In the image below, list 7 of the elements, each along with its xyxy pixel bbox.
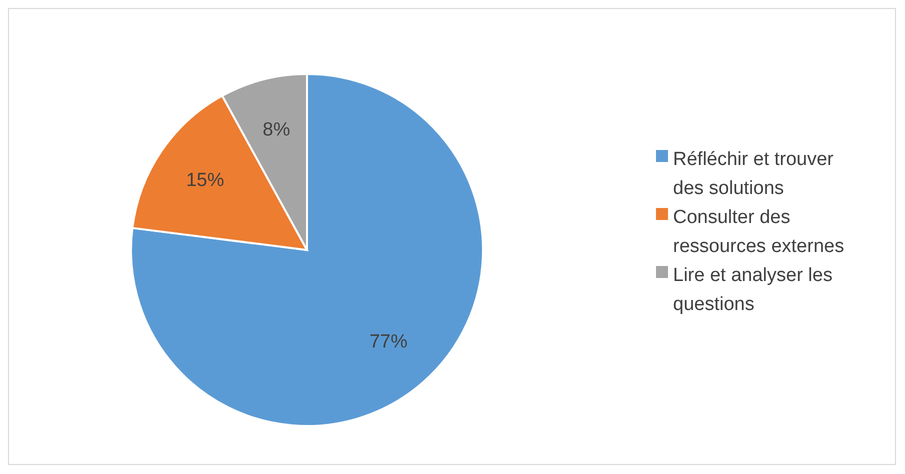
pie-slice bbox=[130, 73, 484, 427]
data-label: 15% bbox=[186, 170, 224, 191]
legend-label: Consulter des ressources externes bbox=[673, 207, 844, 258]
data-label: 8% bbox=[262, 120, 290, 141]
legend-label: Lire et analyser les questions bbox=[673, 265, 832, 316]
data-label: 77% bbox=[369, 331, 408, 352]
legend-label: Réfléchir et trouver des solutions bbox=[673, 149, 834, 200]
